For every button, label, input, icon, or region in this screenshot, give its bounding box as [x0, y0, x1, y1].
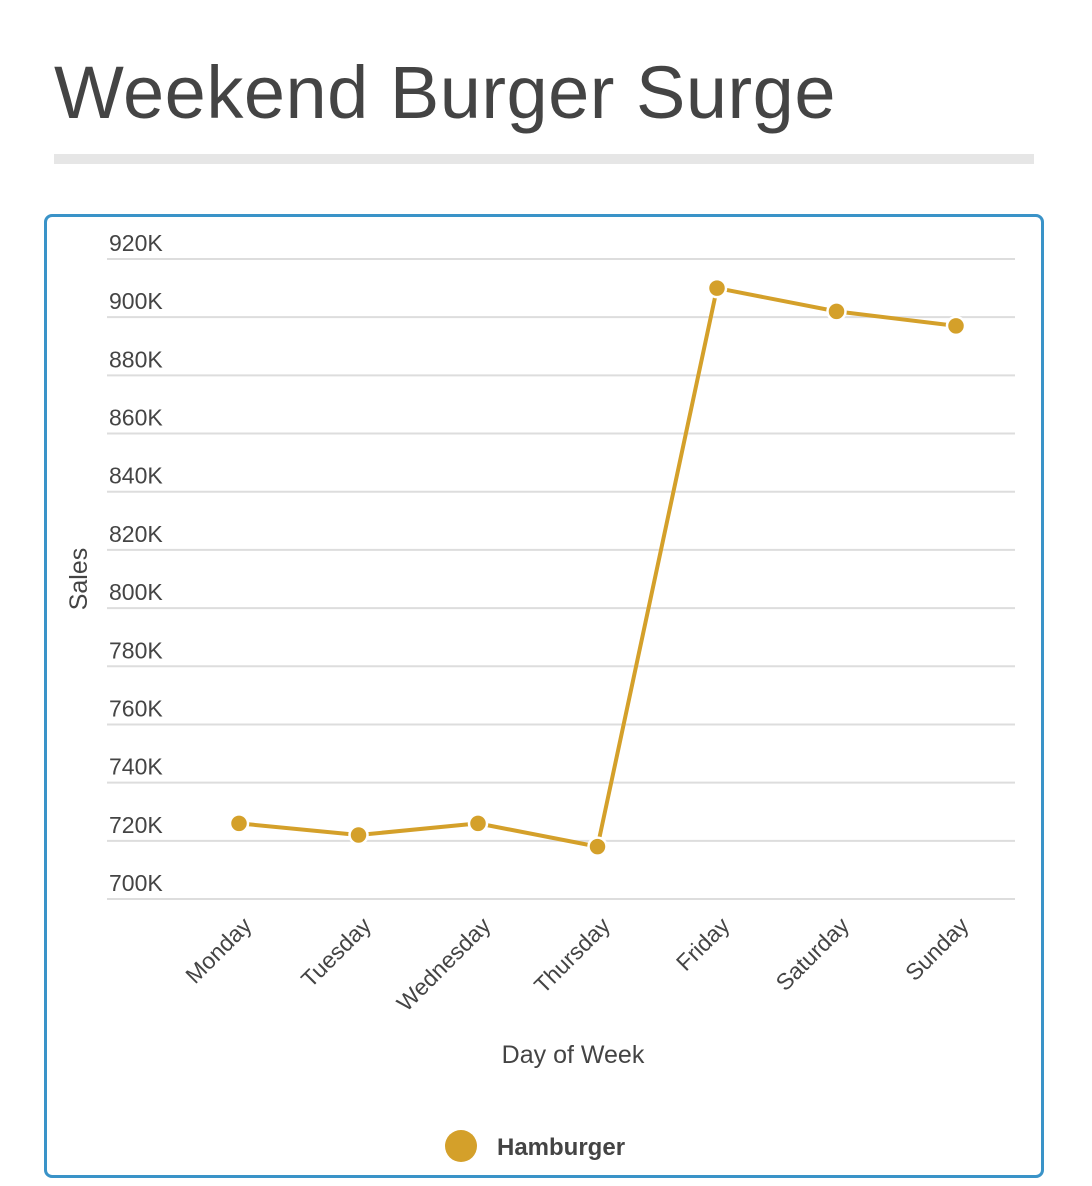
- y-tick-label: 780K: [109, 637, 163, 663]
- y-tick-label: 900K: [109, 288, 163, 314]
- y-tick-label: 880K: [109, 346, 163, 372]
- legend-label: Hamburger: [497, 1134, 625, 1161]
- line-chart: 700K 720K 740K 760K 780K 800K 820K 840K 860K 880K…: [65, 230, 1015, 1162]
- y-tick-labels: 700K 720K 740K 760K 780K 800K 820K 840K 860K 880K…: [109, 230, 163, 896]
- series-line: [238, 286, 957, 849]
- y-tick-label: 800K: [109, 579, 163, 605]
- data-point[interactable]: [945, 315, 967, 337]
- series-group: [228, 277, 967, 857]
- x-tick-label: Thursday: [529, 912, 616, 999]
- y-tick-label: 740K: [109, 754, 163, 780]
- x-tick-label: Saturday: [771, 912, 855, 996]
- y-tick-label: 860K: [109, 405, 163, 431]
- page-title: Weekend Burger Surge: [54, 51, 836, 134]
- data-point[interactable]: [228, 813, 250, 834]
- x-tick-label: Wednesday: [392, 912, 496, 1016]
- title-divider: [54, 154, 1034, 164]
- y-tick-label: 700K: [109, 870, 163, 896]
- data-point[interactable]: [587, 836, 608, 857]
- y-tick-label: 840K: [109, 463, 163, 489]
- y-tick-label: 720K: [109, 812, 163, 838]
- data-point[interactable]: [467, 813, 489, 834]
- y-tick-label: 920K: [109, 230, 163, 256]
- x-axis-label: Day of Week: [502, 1041, 645, 1069]
- x-tick-label: Friday: [671, 912, 735, 976]
- legend: Hamburger: [445, 1130, 625, 1162]
- data-point[interactable]: [348, 824, 369, 846]
- x-tick-label: Tuesday: [296, 912, 377, 993]
- y-tick-label: 820K: [109, 521, 163, 547]
- x-tick-labels: Monday Tuesday Wednesday Thursday Friday Satu…: [180, 912, 974, 1016]
- data-point[interactable]: [826, 301, 847, 322]
- data-point[interactable]: [706, 277, 728, 299]
- chart-card: 700K 720K 740K 760K 780K 800K 820K 840K 860K 880K…: [44, 214, 1044, 1178]
- y-axis-label: Sales: [65, 548, 93, 611]
- legend-swatch: [445, 1130, 477, 1162]
- y-tick-label: 760K: [109, 695, 163, 721]
- x-tick-label: Monday: [180, 912, 257, 989]
- x-tick-label: Sunday: [900, 912, 974, 986]
- gridlines: [107, 258, 1015, 900]
